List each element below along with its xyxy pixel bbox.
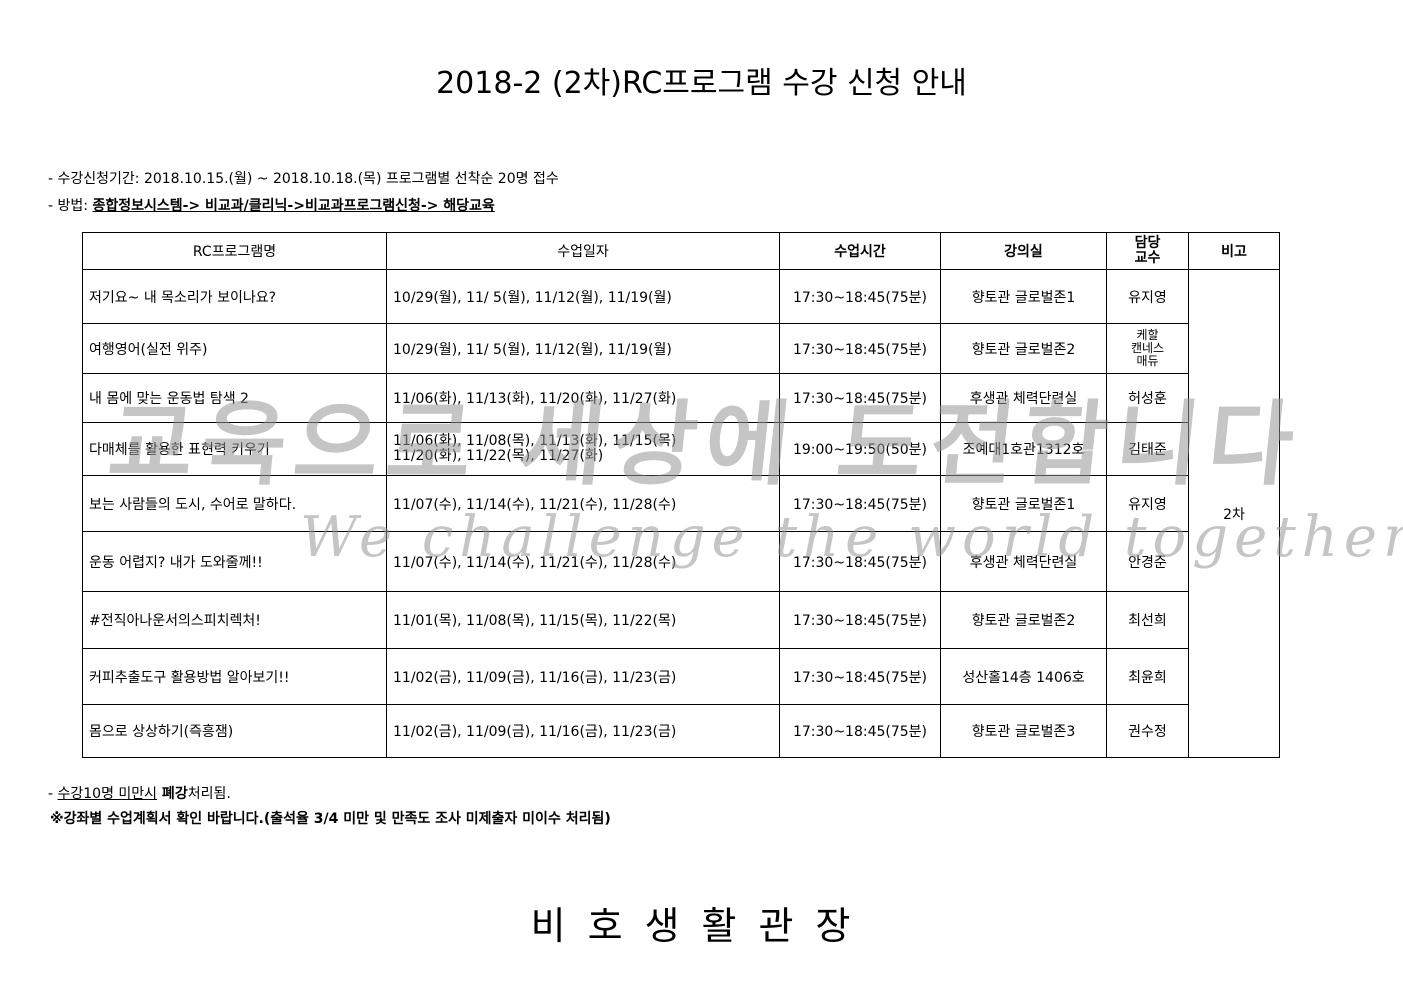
professor-cell: 유지영 <box>1106 269 1189 324</box>
dates-cell: 11/06(화), 11/13(화), 11/20(화), 11/27(화) <box>386 373 780 423</box>
table-header-row: RC프로그램명 수업일자 수업시간 강의실 담당 교수 비고 <box>82 232 1280 270</box>
dates-cell: 11/02(금), 11/09(금), 11/16(금), 11/23(금) <box>386 704 780 758</box>
program-name-cell: 커피추출도구 활용방법 알아보기!! <box>82 648 387 705</box>
program-name-cell: 몸으로 상상하기(즉흥잼) <box>82 704 387 758</box>
dates-cell: 11/01(목), 11/08(목), 11/15(목), 11/22(목) <box>386 591 780 649</box>
time-cell: 17:30~18:45(75분) <box>779 373 941 423</box>
table-row: 커피추출도구 활용방법 알아보기!! 11/02(금), 11/09(금), 11… <box>82 648 1280 705</box>
time-cell: 17:30~18:45(75분) <box>779 648 941 705</box>
table-row: 여행영어(실전 위주) 10/29(월), 11/ 5(월), 11/12(월),… <box>82 323 1280 374</box>
dates-cell: 11/02(금), 11/09(금), 11/16(금), 11/23(금) <box>386 648 780 705</box>
time-cell: 17:30~18:45(75분) <box>779 269 941 324</box>
dates-cell: 11/06(화), 11/08(목), 11/13(화), 11/15(목) 1… <box>386 422 780 476</box>
program-name-cell: 저기요~ 내 목소리가 보이나요? <box>82 269 387 324</box>
program-name-cell: 내 몸에 맞는 운동법 탐색 2 <box>82 373 387 423</box>
header-room: 강의실 <box>940 232 1107 270</box>
header-professor: 담당 교수 <box>1106 232 1189 270</box>
professor-cell: 최윤희 <box>1106 648 1189 705</box>
cancel-rest: 처리됨. <box>187 786 231 802</box>
cancel-word: 폐강 <box>157 786 188 802</box>
room-cell: 향토관 글로벌존2 <box>940 323 1107 374</box>
room-cell: 향토관 글로벌존1 <box>940 269 1107 324</box>
table-row: 저기요~ 내 목소리가 보이나요? 10/29(월), 11/ 5(월), 11/… <box>82 269 1280 758</box>
page-title: 2018-2 (2차)RC프로그램 수강 신청 안내 <box>436 66 967 101</box>
professor-cell: 권수정 <box>1106 704 1189 758</box>
room-cell: 후생관 체력단련실 <box>940 531 1107 592</box>
program-name-cell: 다매체를 활용한 표현력 키우기 <box>82 422 387 476</box>
table-row: 운동 어렵지? 내가 도와줄께!! 11/07(수), 11/14(수), 11/… <box>82 531 1280 592</box>
time-cell: 19:00~19:50(50분) <box>779 422 941 476</box>
dates-cell: 11/07(수), 11/14(수), 11/21(수), 11/28(수) <box>386 531 780 592</box>
dates-cell: 11/07(수), 11/14(수), 11/21(수), 11/28(수) <box>386 475 780 532</box>
professor-cell: 유지영 <box>1106 475 1189 532</box>
room-cell: 성산홀14층 1406호 <box>940 648 1107 705</box>
room-cell: 향토관 글로벌존2 <box>940 591 1107 649</box>
note-cell: 2차 <box>1188 269 1280 758</box>
header-time: 수업시간 <box>779 232 941 270</box>
time-cell: 17:30~18:45(75분) <box>779 531 941 592</box>
professor-cell: 케할 캔네스 매듀 <box>1106 323 1189 374</box>
dates-cell: 10/29(월), 11/ 5(월), 11/12(월), 11/19(월) <box>386 269 780 324</box>
cancel-condition: 수강10명 미만시 <box>57 786 158 802</box>
time-cell: 17:30~18:45(75분) <box>779 475 941 532</box>
program-table: RC프로그램명 수업일자 수업시간 강의실 담당 교수 비고 저기요~ 내 목소… <box>82 232 1280 758</box>
application-method: - 방법: 종합정보시스템-> 비교과/클리닉->비교과프로그램신청-> 해당교… <box>48 195 495 215</box>
plan-note: ※강좌별 수업계획서 확인 바랍니다.(출석율 3/4 미만 및 만족도 조사 … <box>50 811 611 827</box>
method-label: - 방법: <box>48 198 93 214</box>
program-name-cell: 보는 사람들의 도시, 수어로 말하다. <box>82 475 387 532</box>
signature-title: 비호생활관장 <box>530 904 873 948</box>
room-cell: 조예대1호관1312호 <box>940 422 1107 476</box>
room-cell: 향토관 글로벌존3 <box>940 704 1107 758</box>
dash: - <box>48 786 58 802</box>
header-dates: 수업일자 <box>386 232 780 270</box>
table-row: #전직아나운서의스피치렉처! 11/01(목), 11/08(목), 11/15(… <box>82 591 1280 649</box>
table-row: 다매체를 활용한 표현력 키우기 11/06(화), 11/08(목), 11/1… <box>82 422 1280 476</box>
time-cell: 17:30~18:45(75분) <box>779 591 941 649</box>
professor-cell: 최선희 <box>1106 591 1189 649</box>
program-name-cell: 여행영어(실전 위주) <box>82 323 387 374</box>
time-cell: 17:30~18:45(75분) <box>779 704 941 758</box>
header-program-name: RC프로그램명 <box>82 232 387 270</box>
application-period: - 수강신청기간: 2018.10.15.(월) ~ 2018.10.18.(목… <box>48 171 559 187</box>
program-name-cell: 운동 어렵지? 내가 도와줄께!! <box>82 531 387 592</box>
method-path: 종합정보시스템-> 비교과/클리닉->비교과프로그램신청-> 해당교육 <box>92 198 495 214</box>
professor-cell: 김태준 <box>1106 422 1189 476</box>
table-row: 몸으로 상상하기(즉흥잼) 11/02(금), 11/09(금), 11/16(금… <box>82 704 1280 758</box>
program-name-cell: #전직아나운서의스피치렉처! <box>82 591 387 649</box>
cancellation-note: - 수강10명 미만시 폐강처리됨. <box>48 783 231 803</box>
professor-cell: 안경준 <box>1106 531 1189 592</box>
room-cell: 향토관 글로벌존1 <box>940 475 1107 532</box>
header-note: 비고 <box>1188 232 1280 270</box>
time-cell: 17:30~18:45(75분) <box>779 323 941 374</box>
table-row: 보는 사람들의 도시, 수어로 말하다. 11/07(수), 11/14(수), … <box>82 475 1280 532</box>
dates-cell: 10/29(월), 11/ 5(월), 11/12(월), 11/19(월) <box>386 323 780 374</box>
table-row: 내 몸에 맞는 운동법 탐색 2 11/06(화), 11/13(화), 11/2… <box>82 373 1280 423</box>
professor-cell: 허성훈 <box>1106 373 1189 423</box>
room-cell: 후생관 체력단련실 <box>940 373 1107 423</box>
